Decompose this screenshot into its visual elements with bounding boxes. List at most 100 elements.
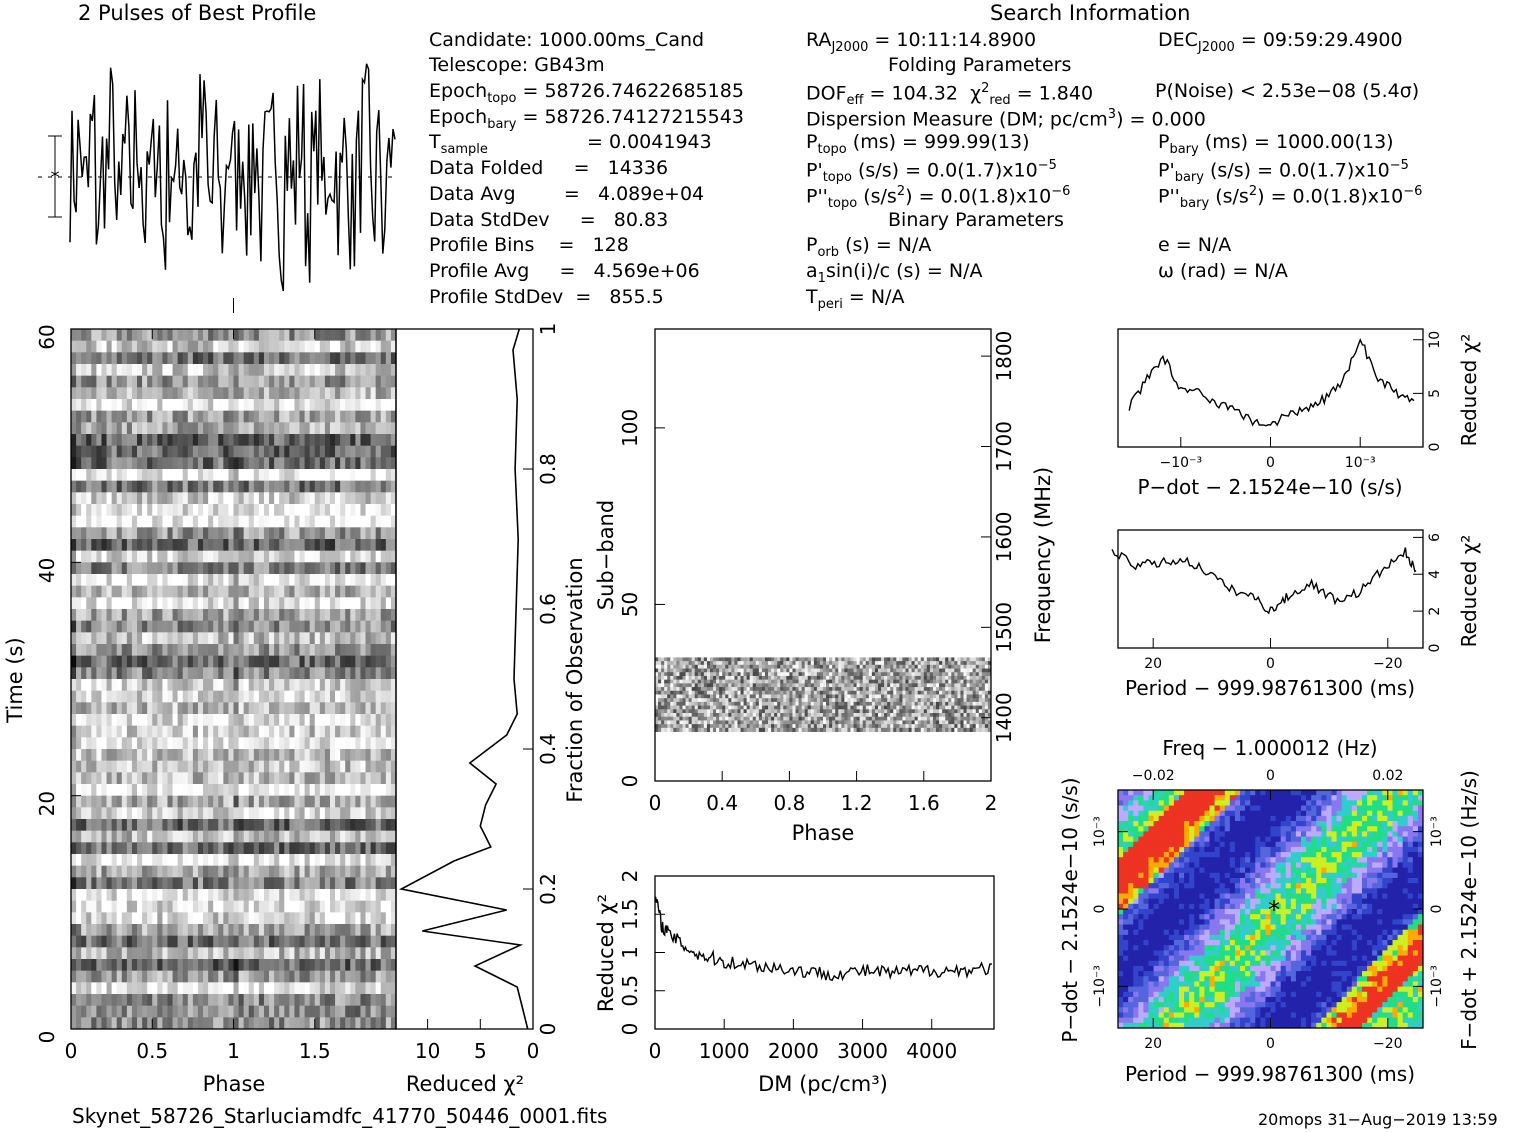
time-phase-cell bbox=[203, 749, 209, 762]
subband-cell bbox=[826, 687, 830, 692]
time-phase-cell bbox=[228, 877, 234, 890]
time-phase-cell bbox=[218, 714, 224, 727]
subband-cell bbox=[981, 687, 986, 692]
time-phase-cell bbox=[355, 609, 361, 622]
time-phase-cell bbox=[91, 784, 97, 797]
time-phase-cell bbox=[223, 749, 229, 762]
time-phase-cell bbox=[380, 819, 387, 832]
time-phase-cell bbox=[213, 714, 219, 727]
time-phase-cell bbox=[233, 632, 239, 645]
time-phase-cell bbox=[172, 725, 179, 738]
time-phase-cell bbox=[329, 399, 336, 412]
time-phase-cell bbox=[157, 387, 163, 400]
time-phase-cell bbox=[203, 480, 209, 493]
time-phase-cell bbox=[96, 924, 102, 937]
time-phase-cell bbox=[111, 667, 118, 680]
time-phase-cell bbox=[319, 539, 326, 552]
time-phase-cell bbox=[126, 387, 133, 400]
time-phase-cell bbox=[345, 760, 351, 773]
time-phase-cell bbox=[375, 422, 382, 435]
time-phase-cell bbox=[263, 924, 270, 937]
time-phase-cell bbox=[294, 877, 300, 890]
subband-cell bbox=[810, 672, 815, 677]
subband-cell bbox=[795, 668, 799, 673]
time-phase-cell bbox=[263, 352, 270, 365]
time-phase-cell bbox=[71, 387, 77, 400]
time-phase-cell bbox=[162, 1005, 168, 1018]
time-phase-cell bbox=[274, 714, 280, 727]
time-phase-cell bbox=[335, 994, 341, 1007]
time-phase-cell bbox=[299, 784, 305, 797]
time-phase-cell bbox=[81, 784, 87, 797]
time-phase-cell bbox=[233, 760, 239, 773]
subband-cell bbox=[761, 672, 766, 677]
time-phase-cell bbox=[248, 585, 255, 598]
time-phase-cell bbox=[218, 515, 224, 528]
subband-cell bbox=[734, 672, 738, 677]
time-phase-cell bbox=[81, 842, 87, 855]
time-phase-cell bbox=[167, 644, 173, 657]
time-phase-cell bbox=[152, 760, 158, 773]
subband-cell bbox=[728, 664, 732, 669]
time-phase-cell bbox=[131, 679, 138, 692]
subband-cell bbox=[899, 679, 903, 684]
time-phase-cell bbox=[187, 515, 194, 528]
time-phase-cell bbox=[187, 609, 194, 622]
subband-cell bbox=[685, 679, 689, 684]
subband-cell bbox=[945, 664, 949, 669]
time-phase-cell bbox=[279, 329, 285, 342]
time-phase-cell bbox=[76, 725, 82, 738]
time-phase-cell bbox=[360, 749, 366, 762]
time-phase-cell bbox=[335, 1005, 341, 1018]
time-phase-cell bbox=[81, 889, 87, 902]
time-phase-cell bbox=[218, 457, 224, 470]
time-phase-cell bbox=[228, 924, 234, 937]
time-phase-cell bbox=[126, 632, 133, 645]
time-phase-cell bbox=[274, 760, 280, 773]
time-phase-cell bbox=[208, 737, 214, 750]
subband-cell bbox=[697, 661, 702, 666]
time-phase-cell bbox=[289, 375, 295, 388]
subband-cell bbox=[676, 661, 680, 666]
time-phase-cell bbox=[167, 830, 173, 843]
time-phase-cell bbox=[263, 900, 270, 913]
time-phase-cell bbox=[329, 737, 336, 750]
time-phase-cell bbox=[76, 994, 82, 1007]
time-phase-cell bbox=[218, 924, 224, 937]
time-phase-cell bbox=[152, 469, 158, 482]
time-phase-cell bbox=[314, 959, 321, 972]
time-phase-cell bbox=[197, 562, 204, 575]
time-phase-cell bbox=[390, 935, 397, 948]
subband-cell bbox=[926, 657, 931, 662]
time-phase-cell bbox=[137, 679, 143, 692]
subband-cell bbox=[838, 668, 842, 673]
time-phase-cell bbox=[360, 1005, 366, 1018]
time-phase-cell bbox=[289, 527, 295, 540]
subband-cell bbox=[948, 687, 952, 692]
time-phase-cell bbox=[142, 550, 148, 563]
time-phase-cell bbox=[309, 912, 316, 925]
time-phase-cell bbox=[309, 854, 316, 867]
time-phase-cell bbox=[126, 877, 133, 890]
time-phase-cell bbox=[258, 515, 265, 528]
time-phase-cell bbox=[208, 492, 214, 505]
time-phase-cell bbox=[81, 609, 87, 622]
time-phase-cell bbox=[116, 900, 123, 913]
time-phase-cell bbox=[289, 877, 295, 890]
subband-cell bbox=[942, 683, 946, 688]
time-phase-cell bbox=[243, 387, 250, 400]
subband-cell bbox=[856, 664, 861, 669]
time-phase-cell bbox=[116, 714, 123, 727]
time-phase-cell bbox=[269, 959, 275, 972]
time-phase-cell bbox=[142, 912, 148, 925]
time-phase-cell bbox=[218, 364, 224, 377]
time-phase-cell bbox=[279, 364, 285, 377]
subband-cell bbox=[673, 687, 677, 692]
time-phase-cell bbox=[319, 399, 326, 412]
subband-cell bbox=[874, 690, 879, 695]
time-phase-cell bbox=[375, 784, 382, 797]
time-phase-cell bbox=[203, 550, 209, 563]
time-phase-cell bbox=[111, 924, 118, 937]
time-phase-cell bbox=[187, 399, 194, 412]
time-phase-cell bbox=[324, 434, 331, 447]
